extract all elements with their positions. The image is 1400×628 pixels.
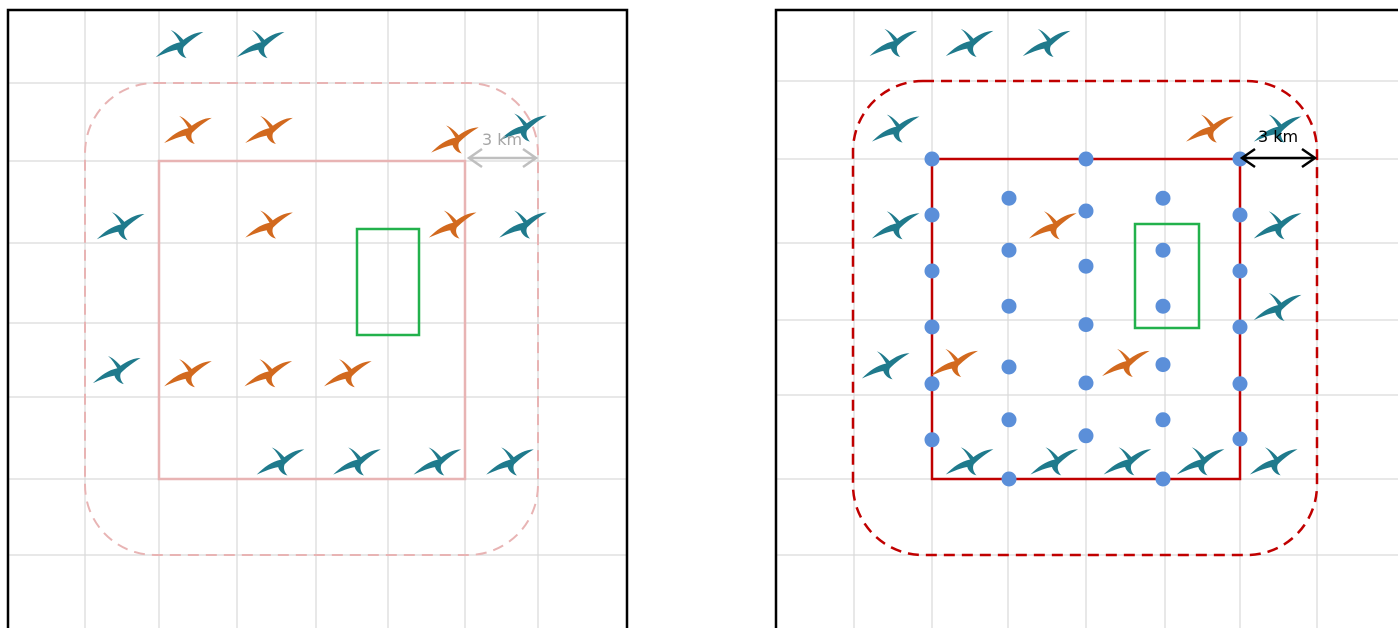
- sampling-point: [1232, 376, 1248, 392]
- bird-icon: [486, 447, 534, 476]
- bird-icon: [1176, 447, 1225, 476]
- sampling-point: [1078, 258, 1094, 274]
- bird-icon: [324, 359, 372, 388]
- sampling-point: [924, 207, 940, 223]
- sampling-point: [1232, 207, 1248, 223]
- sampling-point: [1078, 375, 1094, 391]
- scale-label: 3 km: [482, 130, 522, 149]
- bird-icon: [431, 125, 479, 154]
- bird-icon: [1028, 211, 1077, 240]
- sampling-point: [1155, 412, 1171, 428]
- sampling-point: [1001, 190, 1017, 206]
- sampling-point: [1001, 471, 1017, 487]
- sampling-point: [1001, 298, 1017, 314]
- buffer-zone: [851, 79, 1319, 557]
- bird-icon: [333, 447, 381, 476]
- sampling-point: [1001, 412, 1017, 428]
- bird-icon: [945, 447, 994, 476]
- bird-icon: [1249, 447, 1298, 476]
- bird-icon: [1102, 349, 1150, 377]
- scale-label: 3 km: [1258, 127, 1298, 146]
- bird-icon: [245, 115, 293, 144]
- bird-icon: [1186, 114, 1234, 143]
- bird-icon: [861, 351, 910, 380]
- detail-box: [1133, 222, 1201, 330]
- panel-frame: [6, 8, 629, 628]
- bird-icon: [164, 115, 212, 144]
- sampling-points: [924, 151, 1248, 487]
- sampling-point: [1155, 298, 1171, 314]
- bird-icon: [871, 211, 920, 240]
- scale-arrow: [1239, 147, 1318, 169]
- bird-icon: [499, 210, 547, 239]
- detail-box: [355, 227, 421, 337]
- panel-right: 3 km: [774, 8, 1398, 628]
- grid-lines: [8, 10, 627, 628]
- sampling-point: [924, 376, 940, 392]
- bird-icon: [245, 210, 293, 239]
- sampling-point: [1155, 357, 1171, 373]
- sampling-point: [1001, 242, 1017, 258]
- bird-icon: [244, 359, 293, 388]
- bird-icon: [155, 30, 204, 59]
- sampling-point: [1232, 151, 1248, 167]
- bird-icon: [1253, 293, 1302, 321]
- bird-icon: [96, 212, 145, 241]
- sampling-point: [1078, 428, 1094, 444]
- sampling-point: [1078, 203, 1094, 219]
- sampling-point: [1155, 242, 1171, 258]
- sampling-point: [924, 151, 940, 167]
- survey-square: [157, 159, 467, 481]
- sampling-point: [1232, 263, 1248, 279]
- sampling-point: [924, 319, 940, 335]
- bird-icon: [945, 29, 994, 57]
- bird-icon: [871, 114, 920, 143]
- panel-frame: [774, 8, 1398, 628]
- scale-arrow: [466, 147, 539, 169]
- sampling-point: [1232, 319, 1248, 335]
- bird-icon: [428, 210, 477, 239]
- sampling-point: [1155, 471, 1171, 487]
- sampling-point: [1078, 151, 1094, 167]
- buffer-zone: [84, 82, 539, 556]
- bird-icon: [92, 356, 141, 385]
- bird-icon: [164, 359, 212, 388]
- bird-icon: [1253, 211, 1302, 240]
- sampling-point: [1155, 190, 1171, 206]
- bird-icon: [236, 30, 285, 59]
- birds-inside: [164, 115, 479, 388]
- bird-icon: [869, 29, 918, 57]
- sampling-point: [1001, 359, 1017, 375]
- sampling-point: [1078, 317, 1094, 333]
- panel-left: 3 km: [6, 8, 629, 628]
- bird-icon: [413, 447, 462, 476]
- birds-outside: [92, 30, 547, 476]
- bird-icon: [1022, 29, 1071, 57]
- bird-icon: [256, 447, 305, 476]
- bird-icon: [930, 349, 978, 377]
- sampling-point: [924, 263, 940, 279]
- sampling-point: [924, 432, 940, 448]
- sampling-point: [1232, 431, 1248, 447]
- bird-icon: [1103, 447, 1152, 476]
- birds-outside: [861, 29, 1302, 476]
- bird-icon: [1030, 447, 1079, 476]
